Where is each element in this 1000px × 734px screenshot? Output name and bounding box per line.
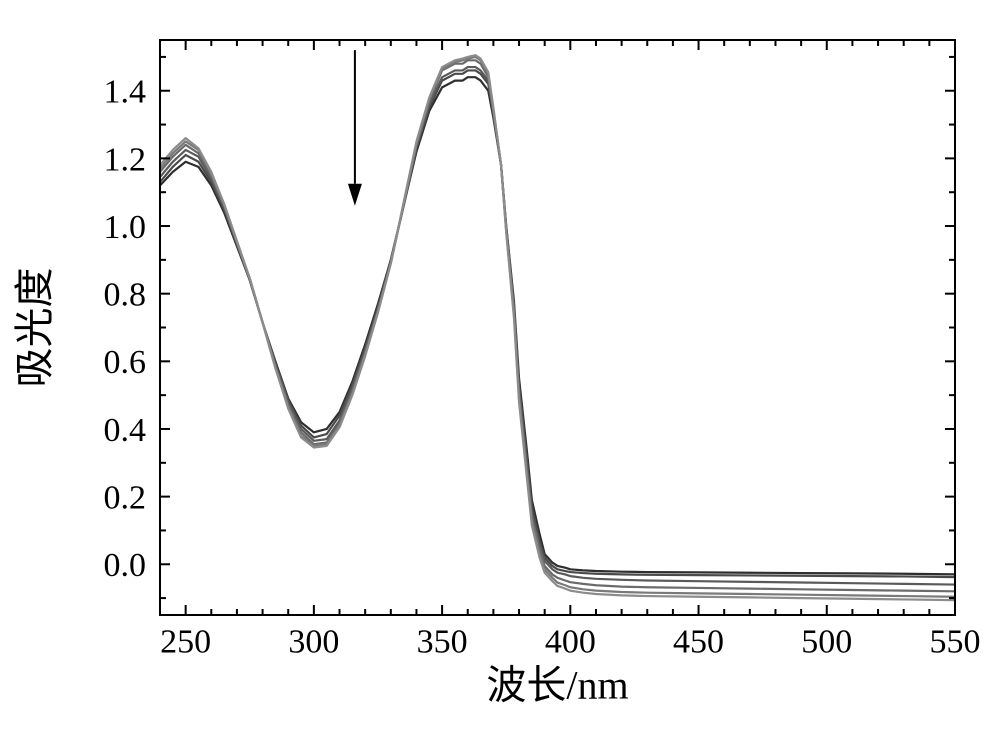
x-tick-label: 450 [673, 623, 724, 660]
x-tick-label: 350 [417, 623, 468, 660]
chart-container: 250 300 350 400 450 500 550 波长/nm 0.0 0.2 0.4 0.6 0.… [0, 0, 1000, 729]
x-tick-label: 250 [160, 623, 211, 660]
x-tick-label: 500 [801, 623, 852, 660]
x-tick-label: 550 [930, 623, 981, 660]
plot-background [160, 40, 955, 615]
y-tick-label: 1.2 [104, 141, 147, 178]
y-tick-label: 0.2 [104, 480, 147, 517]
x-axis-label: 波长/nm [486, 662, 628, 707]
y-axis-label: 吸光度 [12, 268, 57, 388]
y-tick-label: 0.8 [104, 277, 147, 314]
spectrum-chart: 250 300 350 400 450 500 550 波长/nm 0.0 0.2 0.4 0.6 0.… [0, 0, 1000, 729]
x-tick-label: 400 [545, 623, 596, 660]
x-tick-label: 300 [288, 623, 339, 660]
y-tick-label: 1.0 [104, 209, 147, 246]
y-tick-label: 0.0 [104, 547, 147, 584]
y-tick-label: 0.6 [104, 344, 147, 381]
y-tick-label: 1.4 [104, 74, 147, 111]
y-tick-label: 0.4 [104, 412, 147, 449]
